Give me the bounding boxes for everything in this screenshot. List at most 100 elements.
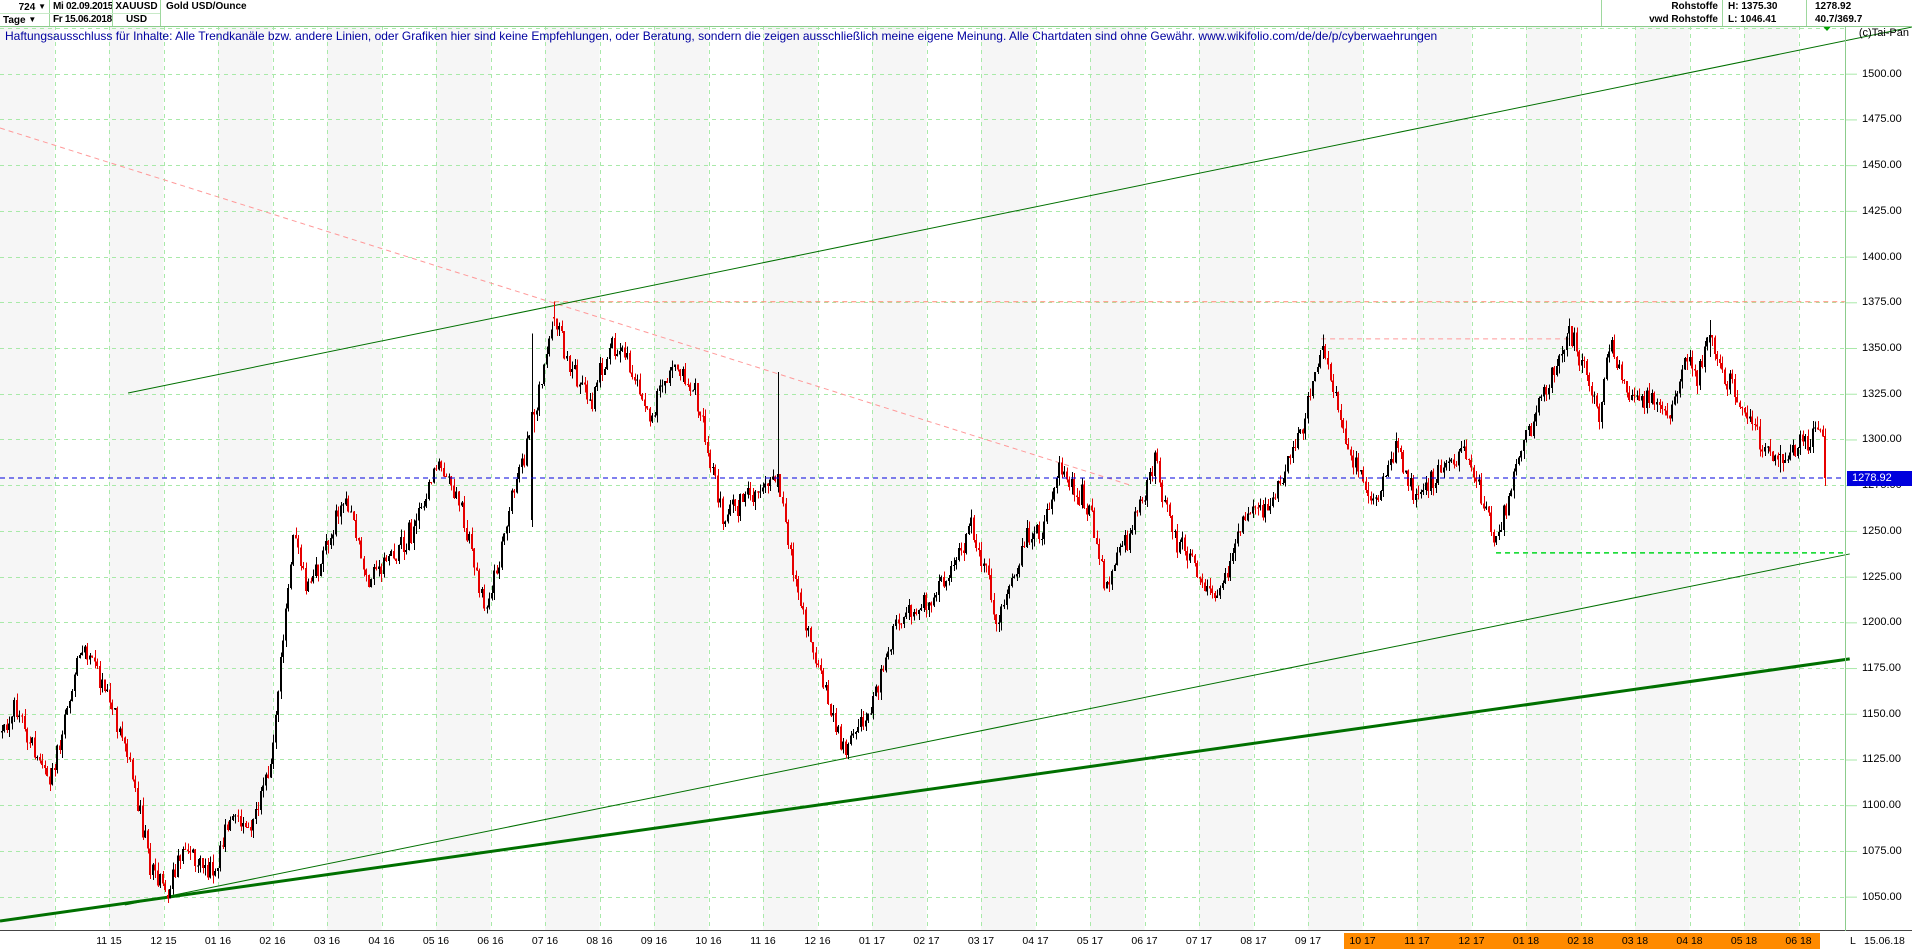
candle-body xyxy=(1814,427,1816,429)
candle-body xyxy=(1392,458,1394,463)
candle-body xyxy=(1711,335,1713,338)
candle-body xyxy=(589,399,591,401)
candle-body xyxy=(845,741,847,755)
candle-body xyxy=(335,510,337,535)
candle-body xyxy=(69,701,71,708)
candle-body xyxy=(880,669,882,693)
candle-body xyxy=(476,567,478,571)
candle-body xyxy=(305,568,307,591)
candle-body xyxy=(810,628,812,642)
candle-body xyxy=(757,491,759,493)
candle-body xyxy=(21,715,23,717)
candle-body xyxy=(1794,445,1796,457)
month-band xyxy=(1526,26,1581,930)
candle-body xyxy=(1282,483,1284,485)
candle-body xyxy=(413,526,415,543)
candle-body xyxy=(109,689,111,703)
candle-body xyxy=(448,476,450,478)
candle-body xyxy=(606,358,608,369)
bars-count-dropdown[interactable]: 724 ▼ xyxy=(18,2,46,13)
candle-body xyxy=(373,567,375,580)
x-axis-label: 09 16 xyxy=(640,935,668,947)
x-axis-row[interactable]: 11 15 12 15 01 16 02 16 03 16 04 16 05 16 06 16… xyxy=(0,931,1912,952)
x-axis-label: 04 18 xyxy=(1676,935,1703,947)
candle-body xyxy=(1746,412,1748,419)
candle-body xyxy=(1151,471,1153,477)
candle-body xyxy=(1749,416,1751,419)
candle-body xyxy=(563,331,565,359)
candle-body xyxy=(370,579,372,587)
candle-body xyxy=(860,716,862,727)
candle-body xyxy=(1297,433,1299,449)
end-date-label: 15.06.18 xyxy=(1864,935,1905,947)
period-type-dropdown[interactable]: Tage ▼ xyxy=(3,15,37,26)
candle-body xyxy=(847,744,849,755)
candle-body xyxy=(659,385,661,392)
candle-body xyxy=(1184,537,1186,551)
candle-body xyxy=(1332,380,1334,392)
candle-body xyxy=(91,655,93,658)
candle-body xyxy=(1121,545,1123,548)
candle-body xyxy=(787,522,789,546)
candle-body xyxy=(1643,396,1645,408)
candle-body xyxy=(744,494,746,503)
candle-body xyxy=(61,734,63,750)
candle-body xyxy=(1026,528,1028,547)
candle-body xyxy=(915,612,917,615)
candle-body xyxy=(1633,395,1635,397)
candle-body xyxy=(192,849,194,853)
candle-body xyxy=(621,347,623,351)
candle-body xyxy=(586,384,588,400)
candle-body xyxy=(1571,326,1573,346)
candle-body xyxy=(737,506,739,516)
candle-body xyxy=(1523,440,1525,452)
candle-body xyxy=(1440,465,1442,473)
candle-body xyxy=(727,514,729,522)
candle-body xyxy=(594,387,596,410)
candle-body xyxy=(486,607,488,609)
candle-body xyxy=(197,865,199,867)
candle-body xyxy=(1588,375,1590,386)
candle-body xyxy=(1292,446,1294,459)
candle-body xyxy=(496,570,498,574)
candle-body xyxy=(1023,545,1025,547)
candle-body xyxy=(280,657,282,692)
candle-body xyxy=(295,535,297,539)
candle-body xyxy=(1222,583,1224,589)
candle-body xyxy=(1342,419,1344,429)
candle-body xyxy=(1465,446,1467,459)
candle-body xyxy=(340,505,342,517)
candle-body xyxy=(1563,349,1565,354)
candle-body xyxy=(1696,370,1698,386)
candle-body xyxy=(596,382,598,388)
provider-label: vwd Rohstoffe xyxy=(1649,14,1718,25)
candle-body xyxy=(1513,471,1515,491)
candle-body xyxy=(74,674,76,691)
date-to[interactable]: Fr 15.06.2018 xyxy=(53,14,112,25)
y-axis-label: 1475.00 xyxy=(1862,113,1902,126)
candle-body xyxy=(953,564,955,566)
candle-body xyxy=(1473,467,1475,478)
candle-body xyxy=(1199,577,1201,579)
candle-body xyxy=(840,726,842,750)
candle-body xyxy=(159,873,161,886)
date-from[interactable]: Mi 02.09.2015 xyxy=(53,1,112,12)
candle-body xyxy=(144,830,146,838)
candle-body xyxy=(1377,497,1379,500)
candle-body xyxy=(101,679,103,688)
candle-body xyxy=(433,468,435,483)
candle-body xyxy=(835,713,837,732)
candle-body xyxy=(579,384,581,387)
candle-body xyxy=(1053,488,1055,500)
candle-body xyxy=(581,382,583,385)
last-price-cell: 1278.92 40.7/369.7 xyxy=(1807,0,1912,26)
candle-body xyxy=(591,399,593,410)
candle-body xyxy=(925,594,927,610)
candle-body xyxy=(1277,480,1279,499)
candle-body xyxy=(1543,387,1545,397)
high-low-cell: H: 1375.30 L: 1046.41 xyxy=(1723,0,1806,26)
copyright-label: (c)Tai-Pan xyxy=(1858,27,1909,39)
candle-body xyxy=(1533,421,1535,436)
candle-body xyxy=(8,723,10,730)
candle-body xyxy=(1674,396,1676,405)
